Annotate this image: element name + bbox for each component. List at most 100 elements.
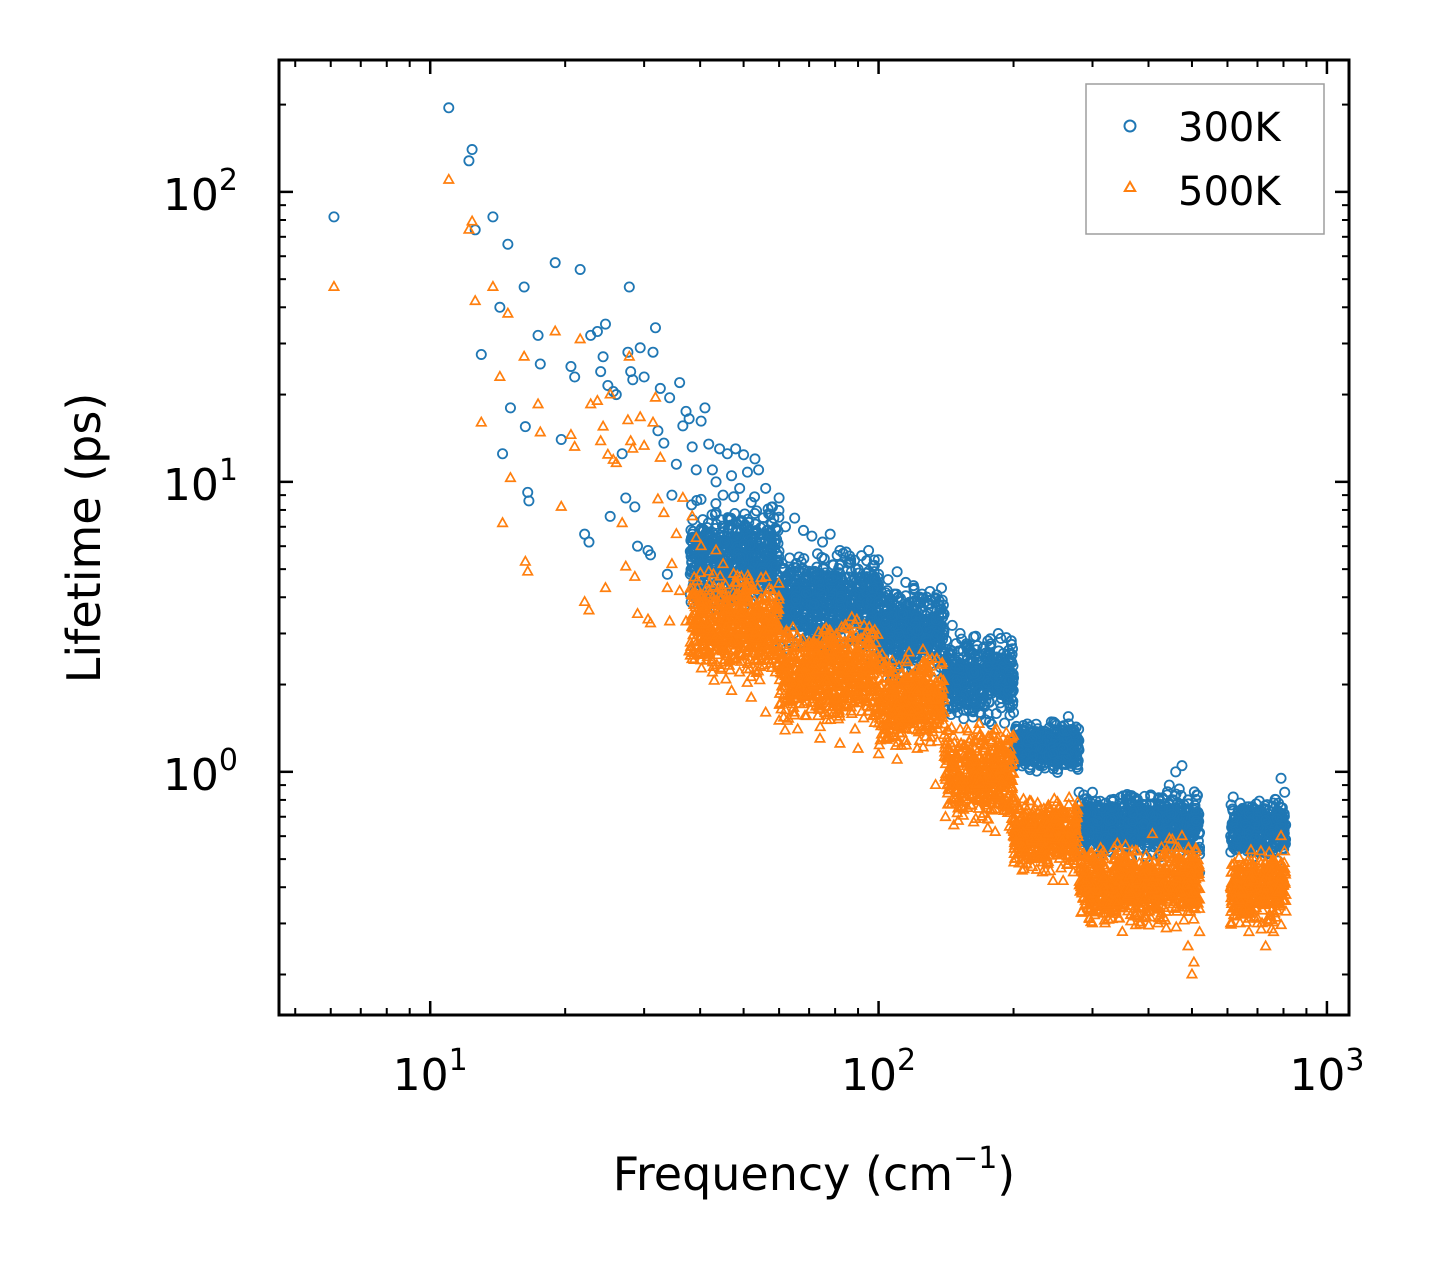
- cloud-point-300k: [768, 512, 780, 524]
- data-point-300k: [717, 489, 729, 501]
- cloud-point-300k: [743, 516, 755, 528]
- cloud-point-300k: [897, 608, 909, 620]
- cloud-point-300k: [738, 538, 750, 550]
- data-point-300k: [749, 453, 761, 465]
- cloud-point-300k: [921, 607, 933, 619]
- data-point-300k: [555, 433, 567, 445]
- cloud-point-300k: [975, 688, 987, 700]
- data-point-300k: [753, 464, 765, 476]
- data-point-300k: [789, 512, 801, 524]
- cloud-point-300k: [977, 686, 989, 698]
- data-point-300k: [475, 348, 487, 360]
- data-point-300k: [710, 476, 722, 488]
- data-point-300k: [658, 437, 670, 449]
- cloud-point-300k: [844, 550, 856, 562]
- cloud-point-300k: [967, 695, 979, 707]
- cloud-point-300k: [735, 516, 747, 528]
- cloud-point-300k: [889, 640, 901, 652]
- cloud-point-300k: [1165, 808, 1177, 820]
- cloud-point-300k: [879, 617, 891, 629]
- cloud-point-300k: [687, 525, 699, 537]
- cloud-point-300k: [1061, 725, 1073, 737]
- cloud-point-300k: [819, 567, 831, 579]
- data-point-300k: [616, 448, 628, 460]
- cloud-point-300k: [808, 598, 820, 610]
- cloud-point-300k: [1188, 786, 1200, 798]
- cloud-point-500k: [741, 676, 754, 687]
- cloud-point-300k: [985, 638, 997, 650]
- data-point-300k: [891, 566, 903, 578]
- cloud-point-300k: [1001, 693, 1013, 705]
- cloud-point-300k: [999, 717, 1011, 729]
- cloud-point-300k: [886, 610, 898, 622]
- cloud-point-300k: [991, 682, 1003, 694]
- cloud-point-300k: [1005, 635, 1017, 647]
- cloud-point-300k: [1253, 795, 1265, 807]
- cloud-point-300k: [773, 545, 785, 557]
- data-point-300k: [638, 371, 650, 383]
- data-point-300k: [954, 627, 966, 639]
- cloud-point-500k: [708, 673, 721, 685]
- cloud-point-300k: [1225, 846, 1237, 858]
- cloud-point-300k: [910, 612, 922, 624]
- cloud-point-300k: [884, 632, 896, 644]
- cloud-point-300k: [1002, 666, 1014, 678]
- data-point-300k: [602, 379, 614, 391]
- cloud-point-300k: [803, 614, 815, 626]
- cloud-point-300k: [1046, 733, 1058, 745]
- cloud-point-300k: [777, 564, 789, 576]
- cloud-point-300k: [731, 541, 743, 553]
- cloud-point-300k: [916, 592, 928, 604]
- data-point-300k: [690, 464, 702, 476]
- cloud-point-300k: [1191, 789, 1203, 801]
- cloud-point-300k: [1107, 825, 1119, 837]
- cloud-point-300k: [785, 573, 797, 585]
- data-point-300k: [946, 619, 958, 631]
- cloud-point-300k: [798, 553, 810, 565]
- data-point-300k: [882, 574, 894, 586]
- cloud-point-300k: [1092, 831, 1104, 843]
- cloud-point-300k: [1153, 792, 1165, 804]
- data-point-300k: [328, 211, 340, 223]
- cloud-point-300k: [1047, 741, 1059, 753]
- cloud-point-300k: [856, 550, 868, 562]
- cloud-point-300k: [873, 596, 885, 608]
- data-point-300k: [863, 544, 875, 556]
- cloud-point-300k: [1007, 686, 1019, 698]
- cloud-point-300k: [1059, 758, 1071, 770]
- cloud-point-300k: [706, 509, 718, 521]
- data-point-300k: [706, 464, 718, 476]
- cloud-point-300k: [788, 561, 800, 573]
- cloud-point-300k: [1131, 795, 1143, 807]
- cloud-point-300k: [776, 557, 788, 569]
- cloud-point-300k: [1018, 753, 1030, 765]
- cloud-point-300k: [845, 566, 857, 578]
- cloud-point-300k: [947, 655, 959, 667]
- cloud-point-300k: [992, 628, 1004, 640]
- cloud-point-300k: [715, 514, 727, 526]
- data-point-300k: [466, 144, 478, 156]
- data-point-300k: [574, 263, 586, 275]
- cloud-point-300k: [816, 589, 828, 601]
- data-point-300k: [597, 351, 609, 363]
- cloud-point-300k: [950, 682, 962, 694]
- data-point-300k: [532, 329, 544, 341]
- data-point-300k: [1086, 786, 1098, 798]
- cloud-point-300k: [695, 557, 707, 569]
- data-point-300k: [726, 470, 738, 482]
- cloud-point-300k: [1004, 654, 1016, 666]
- data-point-300k: [817, 536, 829, 548]
- data-point-300k: [595, 366, 607, 378]
- cloud-point-300k: [872, 554, 884, 566]
- cloud-point-300k: [816, 551, 828, 563]
- cloud-point-300k: [1190, 815, 1202, 827]
- cloud-point-300k: [982, 708, 994, 720]
- cloud-point-300k: [1068, 737, 1080, 749]
- cloud-point-300k: [888, 599, 900, 611]
- cloud-point-500k: [848, 722, 862, 734]
- cloud-point-300k: [732, 554, 744, 566]
- cloud-point-300k: [846, 595, 858, 607]
- cloud-point-300k: [930, 592, 942, 604]
- cloud-point-300k: [719, 536, 731, 548]
- cloud-point-300k: [1069, 744, 1081, 756]
